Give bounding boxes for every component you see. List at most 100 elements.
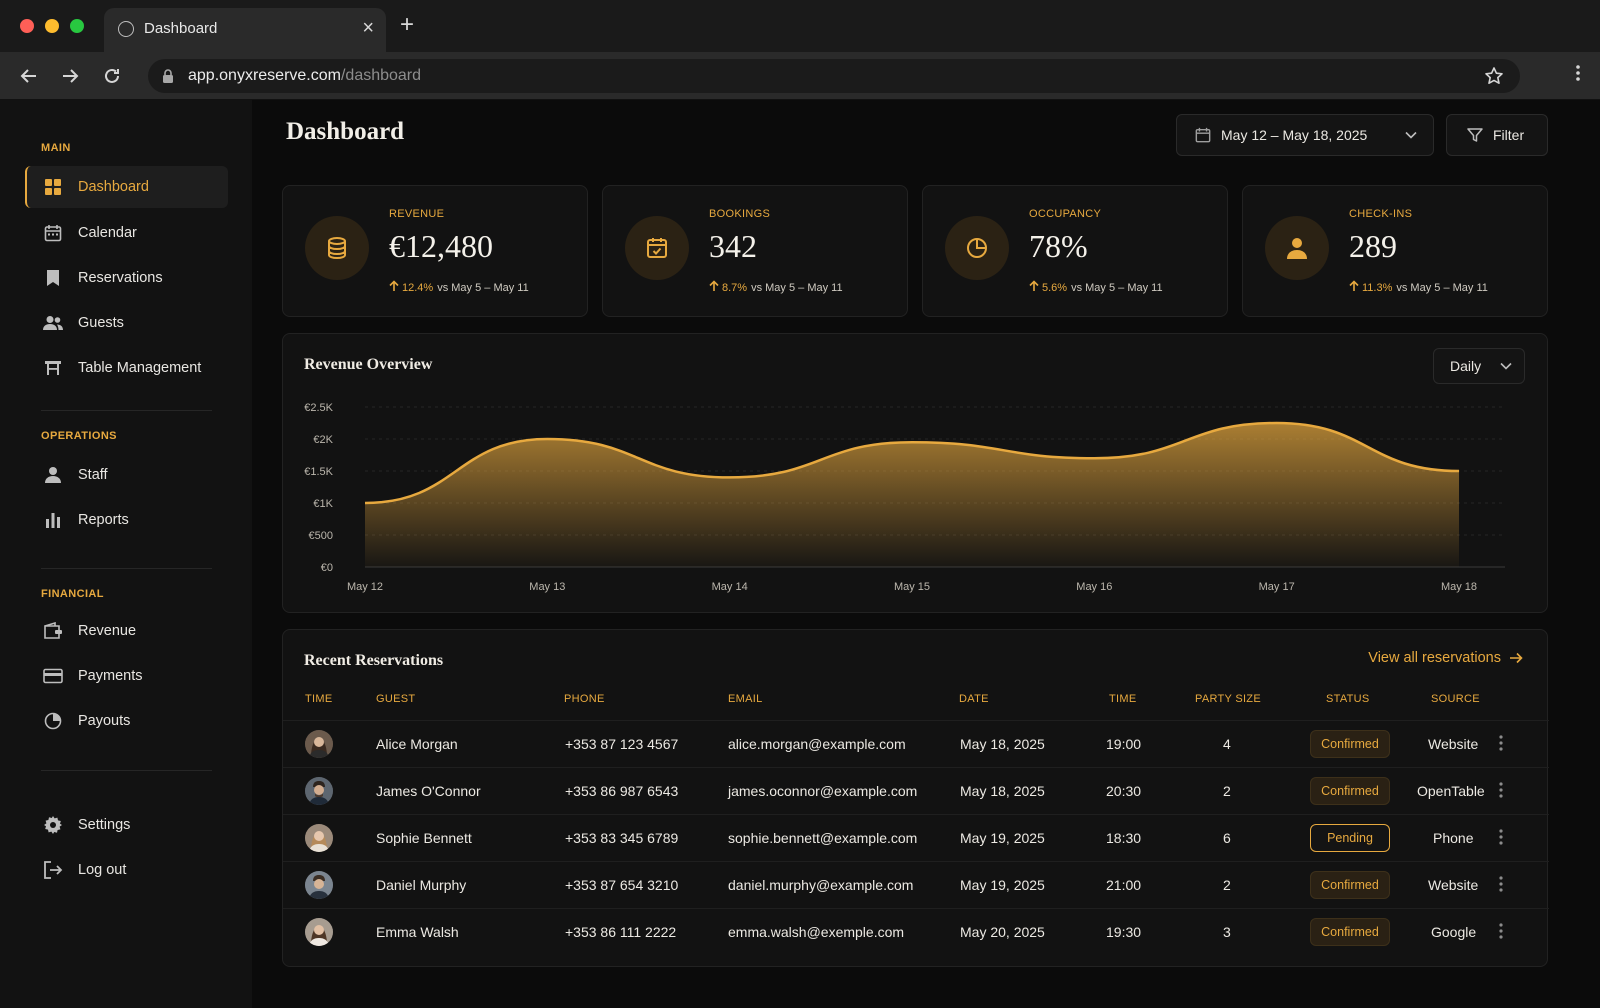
reservation-date: May 19, 2025 (960, 830, 1045, 846)
column-header-time[interactable]: TIME (305, 693, 333, 705)
new-tab-button[interactable]: + (400, 11, 415, 38)
filter-button[interactable]: Filter (1446, 114, 1548, 156)
filter-label: Filter (1493, 127, 1525, 143)
party-size: 3 (1223, 924, 1231, 940)
reservation-time: 18:30 (1106, 830, 1142, 846)
sidebar-divider (41, 770, 212, 771)
status-badge: Confirmed (1310, 777, 1390, 805)
sidebar-item-guests[interactable]: Guests (25, 302, 228, 344)
kpi-card-bookings: BOOKINGS 342 8.7% vs May 5 – May 11 (602, 185, 908, 317)
row-menu-icon[interactable] (1499, 782, 1503, 798)
reservation-source: Google (1431, 924, 1477, 940)
reservation-time: 21:00 (1106, 877, 1142, 893)
sidebar-item-calendar[interactable]: Calendar (25, 212, 228, 254)
filter-icon (1467, 127, 1483, 143)
coins-icon (305, 216, 369, 280)
browser-tab-bar: Dashboard × + (0, 0, 1600, 52)
row-menu-icon[interactable] (1499, 876, 1503, 892)
column-header-source[interactable]: SOURCE (1431, 693, 1480, 705)
guest-email: emma.walsh@exemple.com (728, 924, 905, 940)
column-header-guest[interactable]: GUEST (376, 693, 416, 705)
view-all-reservations-link[interactable]: View all reservations (1368, 650, 1523, 666)
sidebar-item-label: Reservations (78, 270, 163, 286)
sidebar-item-dashboard[interactable]: Dashboard (25, 166, 228, 208)
bookmark-star-icon[interactable] (1484, 66, 1504, 91)
recent-reservations-title: Recent Reservations (304, 652, 444, 669)
sidebar-item-payments[interactable]: Payments (25, 655, 228, 697)
sidebar-item-logout[interactable]: Log out (25, 849, 228, 891)
tab-close-icon[interactable]: × (362, 17, 374, 39)
window-maximize-button[interactable] (70, 19, 84, 33)
reservation-date: May 19, 2025 (960, 877, 1045, 893)
tab-title: Dashboard (144, 20, 218, 37)
arrow-up-icon (709, 280, 719, 295)
kpi-label: CHECK-INS (1349, 208, 1413, 220)
table-row[interactable]: Emma Walsh +353 86 111 2222 emma.walsh@e… (283, 908, 1549, 955)
row-menu-icon[interactable] (1499, 829, 1503, 845)
window-minimize-button[interactable] (45, 19, 59, 33)
y-tick-label: €2.5K (304, 402, 333, 414)
period-select[interactable]: Daily (1433, 348, 1525, 384)
avatar (305, 824, 333, 852)
column-header-time-slot[interactable]: TIME (1109, 693, 1137, 705)
arrow-up-icon (1029, 280, 1039, 295)
section-label-operations: OPERATIONS (41, 430, 117, 442)
column-header-party-size[interactable]: PARTY SIZE (1195, 693, 1261, 705)
kpi-change-percent: 12.4% (402, 281, 434, 294)
revenue-area-chart: €0 €500 €1K €1.5K €2K €2.5K May 12 May 13 May 1… (304, 402, 1505, 593)
revenue-area (365, 423, 1459, 567)
column-header-phone[interactable]: PHONE (564, 693, 605, 705)
date-range-picker[interactable]: May 12 – May 18, 2025 (1176, 114, 1434, 156)
section-label-main: MAIN (41, 142, 71, 154)
kpi-change-percent: 11.3% (1362, 281, 1393, 294)
table-row[interactable]: Daniel Murphy +353 87 654 3210 daniel.mu… (283, 861, 1549, 908)
arrow-up-icon (389, 280, 399, 295)
kpi-compare: vs May 5 – May 11 (437, 281, 529, 294)
sidebar-item-settings[interactable]: Settings (25, 804, 228, 846)
sidebar-item-staff[interactable]: Staff (25, 454, 228, 496)
gear-icon (42, 814, 64, 836)
chevron-down-icon (1405, 131, 1417, 139)
sidebar-item-table-management[interactable]: Table Management (25, 347, 228, 389)
x-tick-label: May 12 (347, 581, 383, 593)
table-row[interactable]: Sophie Bennett +353 83 345 6789 sophie.b… (283, 814, 1549, 861)
table-row[interactable]: James O'Connor +353 86 987 6543 james.oc… (283, 767, 1549, 814)
sidebar-divider (41, 410, 212, 411)
kpi-change: 8.7% vs May 5 – May 11 (709, 280, 843, 295)
column-header-email[interactable]: EMAIL (728, 693, 763, 705)
row-menu-icon[interactable] (1499, 735, 1503, 751)
x-tick-label: May 16 (1076, 581, 1112, 593)
guest-name: Alice Morgan (376, 736, 458, 752)
forward-arrow-icon[interactable] (57, 63, 83, 89)
column-header-date[interactable]: DATE (959, 693, 989, 705)
table-row[interactable]: Alice Morgan +353 87 123 4567 alice.morg… (283, 720, 1549, 767)
browser-toolbar: app.onyxreserve.com/dashboard (0, 52, 1600, 100)
browser-tab[interactable]: Dashboard × (104, 8, 386, 52)
guest-phone: +353 86 987 6543 (565, 783, 679, 799)
kpi-change: 12.4% vs May 5 – May 11 (389, 280, 529, 295)
party-size: 6 (1223, 830, 1231, 846)
calendar-icon (42, 222, 64, 244)
window-close-button[interactable] (20, 19, 34, 33)
reload-icon[interactable] (99, 63, 125, 89)
back-arrow-icon[interactable] (16, 63, 42, 89)
sidebar-item-reports[interactable]: Reports (25, 499, 228, 541)
kpi-value: €12,480 (389, 228, 493, 264)
guest-phone: +353 87 654 3210 (565, 877, 679, 893)
browser-menu-icon[interactable] (1576, 64, 1580, 87)
sidebar-item-payouts[interactable]: Payouts (25, 700, 228, 742)
address-bar[interactable]: app.onyxreserve.com/dashboard (148, 59, 1520, 93)
sidebar-item-label: Log out (78, 862, 127, 878)
kpi-change: 5.6% vs May 5 – May 11 (1029, 280, 1163, 295)
guest-email: sophie.bennett@example.com (728, 830, 918, 846)
grid-icon (42, 176, 64, 198)
row-menu-icon[interactable] (1499, 923, 1503, 939)
sidebar-item-reservations[interactable]: Reservations (25, 257, 228, 299)
column-header-status[interactable]: STATUS (1326, 693, 1370, 705)
reservation-time: 20:30 (1106, 783, 1142, 799)
logout-icon (42, 859, 64, 881)
y-tick-label: €2K (313, 434, 333, 446)
avatar (305, 730, 333, 758)
reservation-date: May 18, 2025 (960, 783, 1045, 799)
sidebar-item-revenue[interactable]: Revenue (25, 610, 228, 652)
